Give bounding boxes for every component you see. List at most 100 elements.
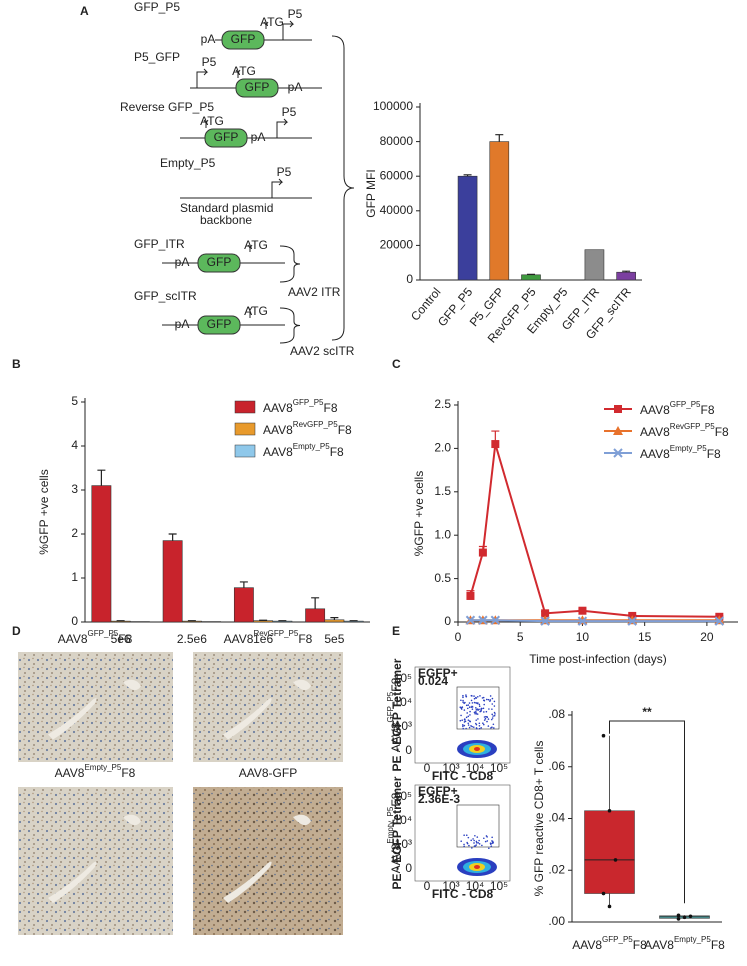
construct-name: P5_GFP — [134, 50, 180, 64]
itr-label: AAV2 ITR — [288, 285, 341, 299]
vessel — [223, 679, 311, 740]
event — [490, 718, 493, 721]
point — [465, 615, 476, 625]
event — [468, 844, 470, 847]
event — [463, 709, 466, 711]
promoter-arrow — [196, 68, 209, 88]
panel-label: B — [12, 357, 21, 371]
gate-freq: 0.024 — [418, 674, 448, 688]
flow-x-tick: 0 — [424, 879, 431, 893]
error-bar — [622, 270, 631, 273]
flow-y-tick: 10⁴ — [393, 813, 412, 827]
event — [469, 706, 471, 708]
event — [460, 707, 463, 710]
p5-label: P5 — [282, 105, 297, 119]
event — [491, 840, 493, 842]
event — [485, 710, 488, 713]
event — [476, 702, 479, 705]
event — [471, 702, 474, 704]
event — [465, 704, 468, 707]
box — [584, 810, 635, 894]
significance: ** — [642, 705, 652, 719]
point — [601, 733, 606, 738]
event — [473, 697, 476, 700]
event — [485, 698, 488, 701]
atg-label: ATG — [244, 238, 268, 252]
event — [493, 714, 496, 717]
y-tick-label: 0 — [406, 272, 413, 286]
x-tick-label: AAV8Empty_P5F8 — [644, 935, 725, 952]
event — [491, 836, 493, 839]
atg-label: ATG — [244, 304, 268, 318]
x-tick-label: 2.5e6 — [177, 632, 207, 646]
legend-label-base: AAV8 — [640, 403, 670, 417]
event — [474, 834, 476, 837]
error-bar — [168, 533, 177, 541]
event — [473, 711, 476, 714]
x-tick-label-suffix: F8 — [711, 938, 725, 952]
legend-label-sup: Empty_P5 — [670, 444, 707, 453]
event — [488, 708, 490, 710]
atg-label: ATG — [260, 15, 284, 29]
flow-y-label: PE - EGFP Tetramer — [390, 776, 404, 889]
bar — [521, 274, 541, 281]
y-tick-label: 3 — [71, 482, 78, 496]
event — [484, 717, 487, 720]
micrograph — [18, 652, 173, 762]
event — [474, 712, 476, 715]
event — [461, 724, 464, 726]
flow-x-tick: 0 — [424, 761, 431, 775]
event — [471, 705, 473, 708]
event — [462, 699, 464, 702]
event — [460, 699, 462, 702]
event — [482, 707, 485, 710]
event — [467, 836, 470, 839]
gfp-box — [235, 78, 279, 98]
bar — [584, 249, 605, 281]
event — [471, 695, 473, 697]
gate — [456, 804, 500, 848]
bar — [324, 619, 345, 623]
y-axis-label: % GFP reactive CD8+ T cells — [532, 741, 546, 897]
itr-label: AAV2 scITR — [290, 344, 355, 358]
point — [676, 913, 681, 918]
event — [492, 715, 494, 717]
y-tick-label: 0 — [71, 614, 78, 628]
error-bar — [527, 273, 535, 275]
micrograph-label-suffix: F8 — [121, 766, 135, 780]
event — [471, 725, 473, 728]
event — [467, 719, 470, 721]
y-tick-label: .02 — [548, 862, 565, 876]
event — [481, 844, 483, 847]
sample-label-suffix: F8 — [389, 677, 403, 691]
event — [467, 724, 470, 726]
event — [473, 695, 475, 697]
micrograph-label-sup: Empty_P5 — [84, 763, 121, 772]
gfp-label: GFP — [231, 32, 256, 46]
event — [478, 703, 481, 706]
micrograph-label: AAV8Empty_P5F8 — [55, 763, 136, 780]
point — [541, 609, 550, 618]
event — [465, 834, 468, 837]
point — [627, 616, 637, 626]
legend-label-suffix: F8 — [707, 447, 721, 461]
flow-x-tick: 10⁴ — [466, 761, 485, 775]
legend-label-base: AAV8 — [640, 447, 670, 461]
event — [486, 720, 488, 723]
backbone-text: backbone — [200, 213, 252, 227]
y-tick-label: .08 — [548, 707, 565, 721]
sample-label-base: AAV8 — [389, 843, 403, 873]
y-tick-label: 2.5 — [434, 397, 451, 411]
event — [486, 840, 489, 842]
x-tick-label-suffix: F8 — [633, 938, 647, 952]
event — [493, 727, 495, 729]
promoter-arrow — [276, 118, 289, 138]
event — [478, 705, 481, 708]
bar — [457, 175, 478, 281]
point — [577, 616, 588, 626]
legend-label-suffix: F8 — [715, 425, 729, 439]
point — [607, 808, 612, 813]
event — [460, 840, 463, 843]
legend-label: AAV8RevGFP_P5F8 — [263, 420, 352, 437]
series-line — [469, 443, 720, 618]
